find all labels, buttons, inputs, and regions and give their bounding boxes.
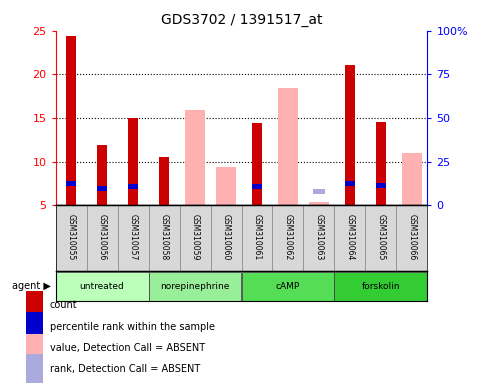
Text: agent ▶: agent ▶ (12, 281, 51, 291)
Bar (149, 271, 242, 301)
Bar (128, 118, 138, 205)
Bar (56, 205, 86, 271)
Bar (345, 181, 355, 186)
Text: GSM310059: GSM310059 (190, 214, 199, 260)
Bar (185, 110, 205, 205)
Bar (26, 354, 43, 383)
Bar (252, 184, 262, 189)
Text: GSM310055: GSM310055 (67, 214, 75, 260)
Text: percentile rank within the sample: percentile rank within the sample (50, 322, 215, 332)
Text: GSM310061: GSM310061 (253, 214, 261, 260)
Bar (180, 205, 211, 271)
Text: GSM310058: GSM310058 (159, 214, 169, 260)
Text: count: count (50, 300, 77, 310)
Bar (86, 205, 117, 271)
Bar (211, 205, 242, 271)
Bar (216, 167, 236, 205)
Bar (26, 312, 43, 341)
Bar (117, 205, 149, 271)
Bar (97, 186, 107, 190)
Bar (26, 291, 43, 319)
Bar (97, 145, 107, 205)
Bar (242, 205, 272, 271)
Text: GSM310056: GSM310056 (98, 214, 107, 260)
Text: GSM310063: GSM310063 (314, 214, 324, 260)
Bar (56, 271, 149, 301)
Bar (128, 184, 138, 189)
Bar (334, 271, 427, 301)
Text: GSM310064: GSM310064 (345, 214, 355, 260)
Text: rank, Detection Call = ABSENT: rank, Detection Call = ABSENT (50, 364, 200, 374)
Text: forskolin: forskolin (362, 281, 400, 291)
Bar (334, 205, 366, 271)
Bar (376, 122, 386, 205)
Text: GSM310065: GSM310065 (376, 214, 385, 260)
Text: GSM310057: GSM310057 (128, 214, 138, 260)
Bar (242, 271, 334, 301)
Bar (66, 181, 76, 186)
Bar (252, 123, 262, 205)
Bar (376, 183, 386, 188)
Text: value, Detection Call = ABSENT: value, Detection Call = ABSENT (50, 343, 205, 353)
Bar (345, 65, 355, 205)
Text: GSM310062: GSM310062 (284, 214, 293, 260)
Bar (402, 153, 422, 205)
Bar (26, 334, 43, 362)
Bar (303, 205, 334, 271)
Text: cAMP: cAMP (276, 281, 300, 291)
Bar (272, 205, 303, 271)
Text: norepinephrine: norepinephrine (160, 281, 230, 291)
Text: untreated: untreated (80, 281, 125, 291)
Text: GSM310060: GSM310060 (222, 214, 230, 260)
Bar (66, 36, 76, 205)
Bar (313, 189, 325, 194)
Bar (309, 202, 329, 205)
Bar (149, 205, 180, 271)
Bar (159, 157, 169, 205)
Bar (397, 205, 427, 271)
Text: GDS3702 / 1391517_at: GDS3702 / 1391517_at (161, 13, 322, 27)
Bar (366, 205, 397, 271)
Text: GSM310066: GSM310066 (408, 214, 416, 260)
Bar (278, 88, 298, 205)
